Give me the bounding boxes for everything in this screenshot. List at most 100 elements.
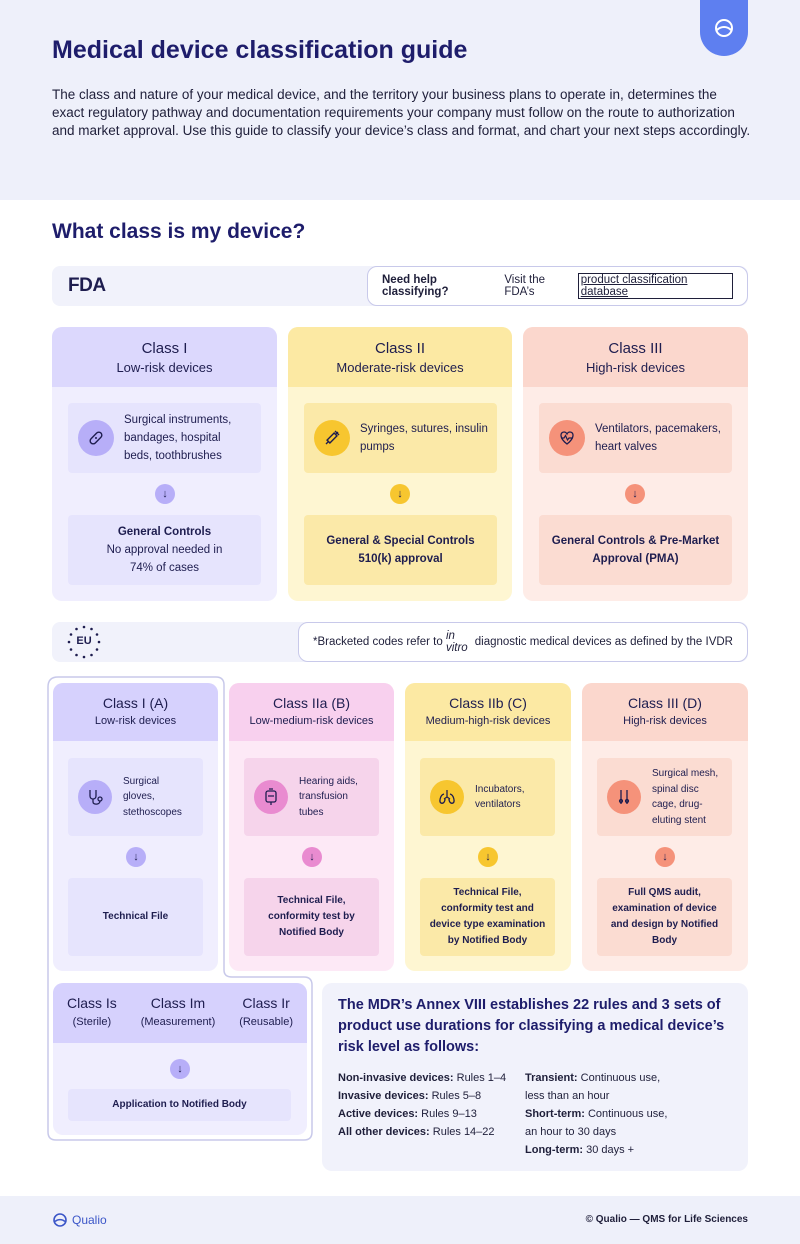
qualio-logo-icon [715,19,733,37]
eu-card-class-2a: Class IIa (B) Low-medium-risk devices He… [229,683,394,971]
subclass-measurement: Class Im (Measurement) [141,995,216,1043]
product-classification-link[interactable]: product classification database [577,273,733,299]
examples-tile: Incubators, ventilators [420,758,555,836]
lungs-icon [430,780,464,814]
duration-item: Long-term: 30 days + [525,1144,635,1156]
examples-text: Surgical gloves, stethoscopes [123,775,182,818]
eu-card-class-1a: Class I (A) Low-risk devices Surgical gl… [53,683,218,971]
arrow-down-icon: ↓ [625,484,645,504]
eu-logo: EU [66,624,102,660]
blood-bag-icon [254,780,288,814]
card-title: Class II [374,340,425,357]
heart-monitor-icon [549,420,585,456]
duration-item: Short-term: Continuous use, [525,1108,668,1120]
result-text: Application to Notified Body [112,1099,247,1110]
card-subtitle: Low-risk devices [94,715,177,727]
help-bold: Need help classifying? [382,274,449,298]
eu-card-class-2b: Class IIb (C) Medium-high-risk devices I… [405,683,571,971]
rule-item: All other devices: Rules 14–22 [338,1126,495,1138]
subclass-sterile: Class Is (Sterile) [67,995,117,1043]
arrow-down-icon: ↓ [390,484,410,504]
card-title: Class IIb (C) [449,695,527,711]
arrow-down-icon: ↓ [302,847,322,867]
hero-wave [0,160,800,198]
eu-subclasses-card: Class Is (Sterile) Class Im (Measurement… [53,983,307,1135]
result-tile: General Controls No approval needed in 7… [68,515,261,585]
card-title: Class I (A) [102,695,169,711]
card-title: Class I [141,340,188,357]
result-text: Technical File, conformity test by Notif… [268,895,355,938]
examples-tile: Syringes, sutures, insulin pumps [304,403,497,473]
footer-tagline: © Qualio — QMS for Life Sciences [585,1214,748,1225]
examples-text: Incubators, ventilators [475,783,525,811]
eu-card-class-3: Class III (D) High-risk devices Surgical… [582,683,748,971]
card-subtitle: Moderate-risk devices [336,360,464,375]
arrow-down-icon: ↓ [170,1059,190,1079]
result-text: Technical File [102,911,169,922]
arrow-down-icon: ↓ [155,484,175,504]
examples-text: Ventilators, pacemakers, heart valves [595,423,721,453]
footer: Qualio © Qualio — QMS for Life Sciences [0,1196,800,1244]
arrow-down-icon: ↓ [655,847,675,867]
stethoscope-icon [78,780,112,814]
eu-note-box: *Bracketed codes refer to in vitro diagn… [298,622,748,662]
examples-text: Surgical instruments, bandages, hospital… [124,414,232,462]
result-tile: Application to Notified Body [68,1089,291,1121]
result-tile: General & Special Controls 510(k) approv… [304,515,497,585]
examples-tile: Ventilators, pacemakers, heart valves [539,403,732,473]
examples-tile: Surgical gloves, stethoscopes [68,758,203,836]
examples-tile: Surgical mesh, spinal disc cage, drug-el… [597,758,732,836]
result-text: No approval needed in 74% of cases [106,544,223,574]
section-title: What class is my device? [52,220,306,243]
footer-logo-text: Qualio [72,1213,107,1227]
examples-text: Surgical mesh, spinal disc cage, drug-el… [652,768,719,826]
subclass-subtitle: (Sterile) [72,1016,112,1028]
fda-card-class-2: Class II Moderate-risk devices Syringes,… [288,327,512,601]
subclass-reusable: Class Ir (Reusable) [239,995,293,1043]
result-bold: General Controls [117,526,212,538]
result-bold: General & Special Controls [326,535,475,547]
card-title: Class IIa (B) [272,695,350,711]
examples-text: Syringes, sutures, insulin pumps [360,423,488,453]
rule-item: Invasive devices: Rules 5–8 [338,1090,482,1102]
subclass-subtitle: (Measurement) [140,1016,216,1028]
examples-text: Hearing aids, transfusion tubes [299,775,358,818]
subclass-title: Class Is [67,995,117,1011]
card-subtitle: Low-medium-risk devices [249,715,374,727]
fda-help-box: Need help classifying? Visit the FDA’s p… [367,266,748,306]
result-tile: Technical File [68,878,203,956]
duration-item-line2: an hour to 30 days [525,1126,617,1138]
arrow-down-icon: ↓ [478,847,498,867]
result-text: Full QMS audit, examination of device an… [610,887,719,946]
result-tile: Technical File, conformity test and devi… [420,878,555,956]
surgical-tools-icon [607,780,641,814]
brand-tab [700,0,748,56]
result-text: Technical File, conformity test and devi… [429,887,546,946]
result-text: 510(k) approval [358,553,443,565]
eu-note-italic: in vitro [445,630,468,654]
mdr-box: The MDR’s Annex VIII establishes 22 rule… [322,983,748,1171]
eu-note-suffix: diagnostic medical devices as defined by… [471,636,733,648]
examples-tile: Surgical instruments, bandages, hospital… [68,403,261,473]
footer-logo[interactable]: Qualio [52,1212,107,1228]
rule-item: Non-invasive devices: Rules 1–4 [338,1072,507,1084]
page-title: Medical device classification guide [52,36,468,64]
fda-logo: FDA [68,275,106,296]
intro-text: The class and nature of your medical dev… [52,87,751,138]
mdr-heading: The MDR’s Annex VIII establishes 22 rule… [338,997,725,1055]
result-tile: General Controls & Pre-Market Approval (… [539,515,732,585]
card-subtitle: High-risk devices [586,360,685,375]
card-title: Class III [608,340,663,357]
duration-item-line2: less than an hour [525,1090,610,1102]
result-bold: General Controls & Pre-Market Approval (… [551,535,720,565]
fda-card-class-1: Class I Low-risk devices Surgical instru… [52,327,277,601]
card-title: Class III (D) [628,695,702,711]
card-subtitle: Low-risk devices [116,360,213,375]
eu-stars-icon [67,625,101,659]
eu-note-prefix: *Bracketed codes refer to [313,636,446,648]
fda-card-class-3: Class III High-risk devices Ventilators,… [523,327,748,601]
qualio-logo-icon [53,1213,67,1227]
card-subtitle: Medium-high-risk devices [425,715,551,727]
duration-item: Transient: Continuous use, [525,1072,661,1084]
